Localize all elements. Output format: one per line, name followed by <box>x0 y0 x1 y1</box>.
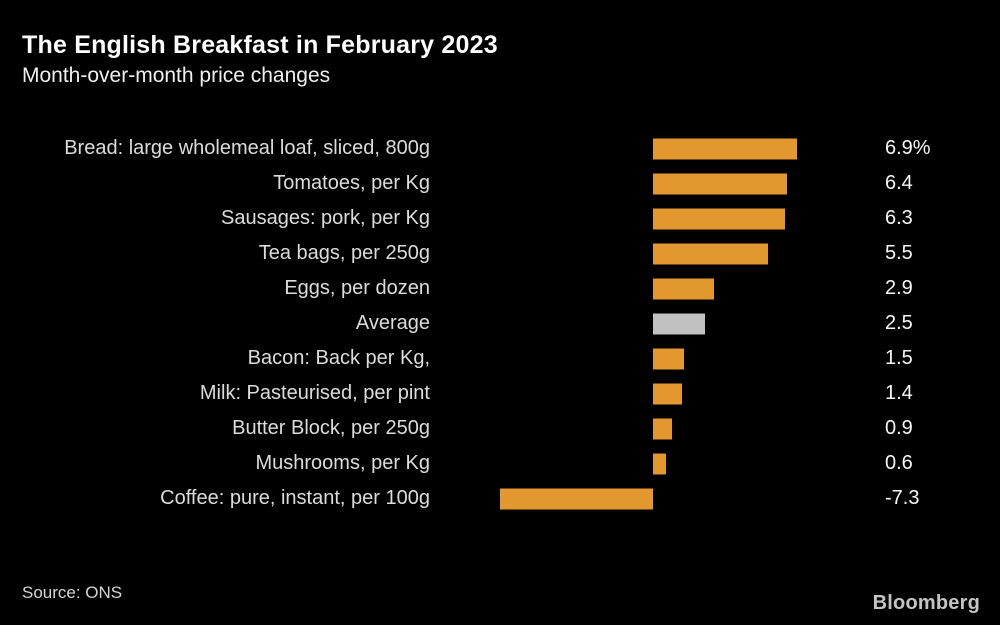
value-bar <box>653 383 683 404</box>
chart-title: The English Breakfast in February 2023 <box>22 31 498 59</box>
category-label: Eggs, per dozen <box>284 277 430 299</box>
value-bar <box>653 243 768 264</box>
category-label: Tomatoes, per Kg <box>273 172 430 194</box>
chart-row: Average 2.5 <box>0 306 1000 341</box>
category-label: Tea bags, per 250g <box>258 242 430 264</box>
value-label: 2.5 <box>885 312 913 334</box>
chart-row: Tomatoes, per Kg 6.4 <box>0 166 1000 201</box>
bar-track <box>430 446 885 481</box>
category-label: Mushrooms, per Kg <box>255 452 430 474</box>
chart-row: Sausages: pork, per Kg 6.3 <box>0 201 1000 236</box>
chart-row: Bacon: Back per Kg, 1.5 <box>0 341 1000 376</box>
bar-track <box>430 481 885 516</box>
bloomberg-logo: Bloomberg <box>872 592 980 614</box>
chart-row: Coffee: pure, instant, per 100g -7.3 <box>0 481 1000 516</box>
value-label: 5.5 <box>885 242 913 264</box>
bar-track <box>430 341 885 376</box>
bar-chart: Bread: large wholemeal loaf, sliced, 800… <box>0 131 1000 516</box>
category-label: Milk: Pasteurised, per pint <box>199 382 430 404</box>
value-label: 2.9 <box>885 277 913 299</box>
value-label: 0.9 <box>885 417 913 439</box>
bar-track <box>430 271 885 306</box>
value-bar <box>653 278 714 299</box>
chart-row: Milk: Pasteurised, per pint 1.4 <box>0 376 1000 411</box>
bar-track <box>430 411 885 446</box>
value-bar <box>653 348 685 369</box>
value-bar <box>500 488 653 509</box>
value-label: 6.9% <box>885 137 931 159</box>
category-label: Bacon: Back per Kg, <box>247 347 430 369</box>
chart-row: Eggs, per dozen 2.9 <box>0 271 1000 306</box>
category-label: Butter Block, per 250g <box>232 417 430 439</box>
chart-row: Mushrooms, per Kg 0.6 <box>0 446 1000 481</box>
value-bar <box>653 453 666 474</box>
value-label: 6.3 <box>885 207 913 229</box>
value-bar <box>653 418 672 439</box>
bar-track <box>430 376 885 411</box>
value-bar <box>653 138 798 159</box>
average-bar <box>653 313 706 334</box>
category-label: Average <box>355 312 430 334</box>
value-label: 1.5 <box>885 347 913 369</box>
value-bar <box>653 173 787 194</box>
bar-track <box>430 201 885 236</box>
chart-row: Butter Block, per 250g 0.9 <box>0 411 1000 446</box>
value-label: 0.6 <box>885 452 913 474</box>
chart-row: Bread: large wholemeal loaf, sliced, 800… <box>0 131 1000 166</box>
bar-track <box>430 236 885 271</box>
chart-row: Tea bags, per 250g 5.5 <box>0 236 1000 271</box>
value-bar <box>653 208 785 229</box>
bar-track <box>430 131 885 166</box>
chart-header: The English Breakfast in February 2023 M… <box>22 31 980 88</box>
chart-subtitle: Month-over-month price changes <box>22 63 331 87</box>
value-label: 6.4 <box>885 172 913 194</box>
category-label: Sausages: pork, per Kg <box>220 207 430 229</box>
category-label: Bread: large wholemeal loaf, sliced, 800… <box>64 137 430 159</box>
source-note: Source: ONS <box>22 583 123 602</box>
value-label: 1.4 <box>885 382 913 404</box>
bar-track <box>430 166 885 201</box>
value-label: -7.3 <box>885 487 920 509</box>
category-label: Coffee: pure, instant, per 100g <box>160 487 430 509</box>
bar-track <box>430 306 885 341</box>
